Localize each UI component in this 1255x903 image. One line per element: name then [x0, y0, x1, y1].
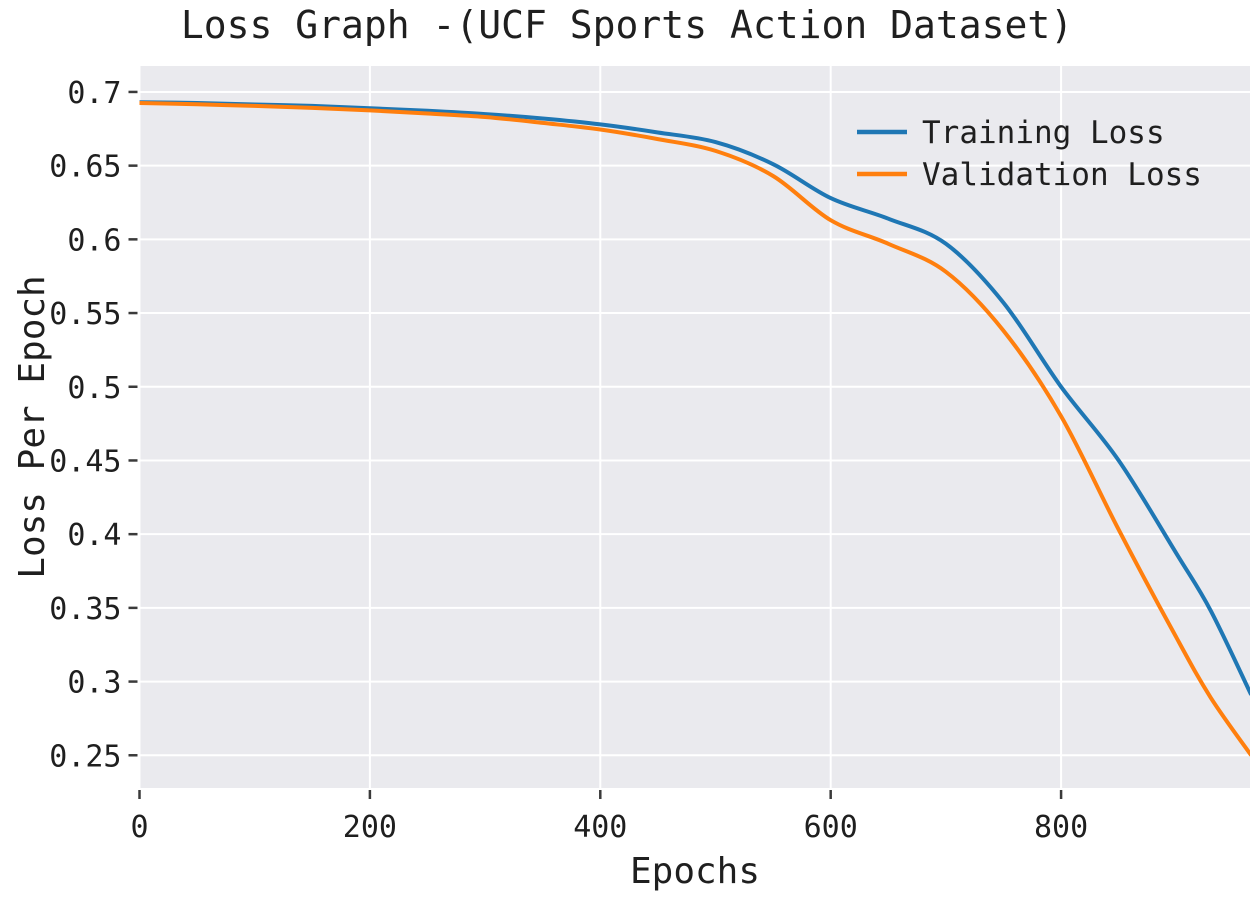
axis-ticks [128, 90, 1063, 799]
y-tick-label: 0.6 [67, 223, 121, 258]
chart-title: Loss Graph -(UCF Sports Action Dataset) [181, 3, 1073, 47]
y-tick-label: 0.25 [49, 739, 121, 774]
x-tick-label: 800 [1034, 810, 1088, 845]
y-tick-label: 0.35 [49, 592, 121, 627]
y-tick-label: 0.3 [67, 666, 121, 701]
x-tick-label: 0 [130, 810, 148, 845]
legend-item-validation-loss: Validation Loss [857, 157, 1202, 193]
y-tick-label: 0.7 [67, 76, 121, 111]
y-tick-label: 0.65 [49, 150, 121, 185]
legend-label-training-loss: Training Loss [922, 115, 1165, 151]
y-tick-label: 0.55 [49, 297, 121, 332]
x-tick-label: 400 [573, 810, 627, 845]
gridlines [138, 66, 1250, 788]
y-tick-label: 0.4 [67, 518, 121, 553]
series-lines [139, 100, 1250, 757]
legend-item-training-loss: Training Loss [857, 115, 1165, 151]
x-tick-label: 200 [343, 810, 397, 845]
y-tick-label: 0.5 [67, 371, 121, 406]
x-axis-label: Epochs [630, 851, 760, 892]
validation-loss-line [139, 101, 1250, 757]
x-tick-label: 600 [804, 810, 858, 845]
training-loss-line [139, 100, 1250, 696]
legend-label-validation-loss: Validation Loss [922, 157, 1202, 193]
y-axis-label: Loss Per Epoch [12, 275, 53, 578]
y-tick-label: 0.45 [49, 444, 121, 479]
tick-labels: 0 200 400 600 800 0.25 0.3 0.35 0.4 0.45 0.5 0.55 0.… [49, 76, 1088, 845]
legend: Training Loss Validation Loss [857, 115, 1202, 193]
